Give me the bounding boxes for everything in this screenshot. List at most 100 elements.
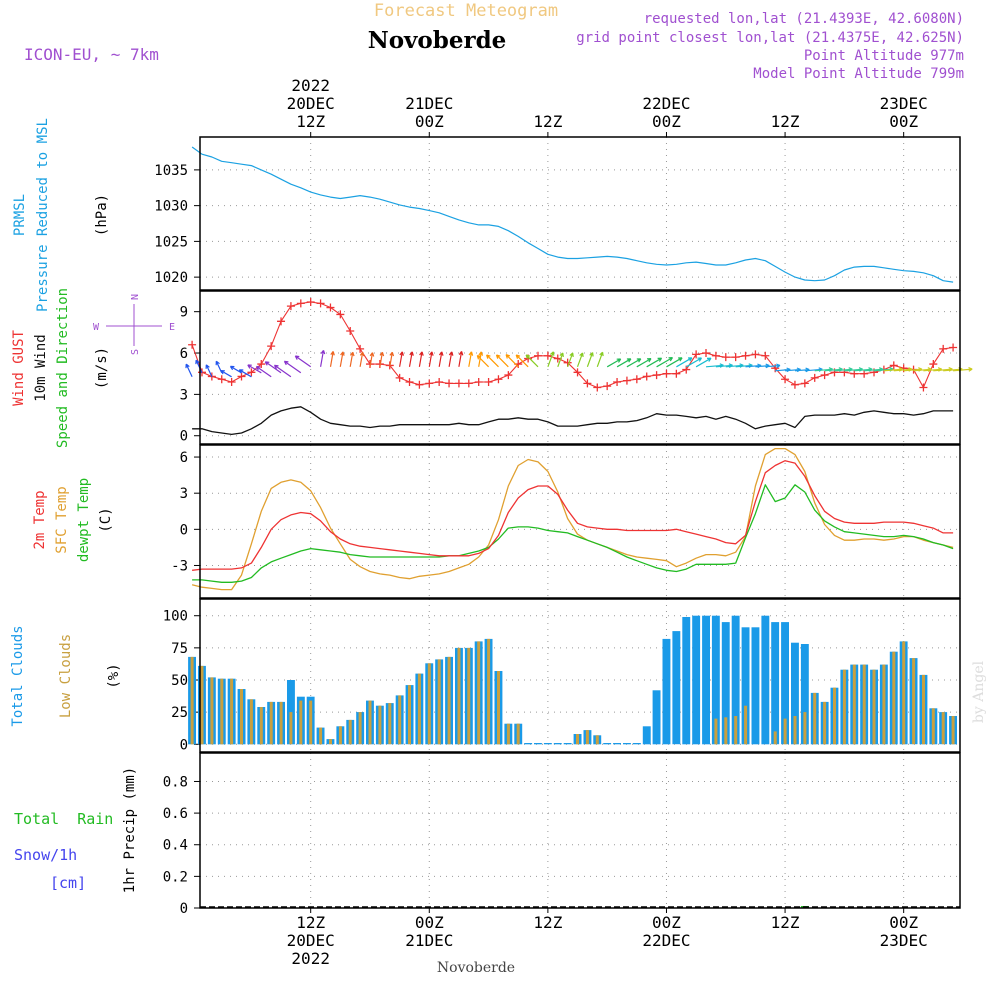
total-cloud-bar xyxy=(791,642,799,745)
low-cloud-bar xyxy=(230,678,234,745)
wind-direction-arrow xyxy=(586,352,594,368)
sfc-temp-label: SFC Temp xyxy=(54,486,70,553)
gust-marker xyxy=(247,368,256,377)
y-tick-label: 0 xyxy=(180,522,188,538)
requested-coords: requested lon,lat (21.4393E, 42.6080N) xyxy=(644,11,964,27)
bottom-axis-label: 12Z xyxy=(533,913,562,932)
low-cloud-bar xyxy=(734,716,738,745)
gust-marker xyxy=(316,299,325,308)
point-altitude: Point Altitude 977m xyxy=(804,48,964,64)
sfc-temp-line xyxy=(191,447,954,591)
y-tick-label: 0.8 xyxy=(163,774,188,790)
gust-marker xyxy=(583,379,592,388)
total-cloud-bar xyxy=(632,743,641,745)
wind-direction-arrow xyxy=(283,360,302,374)
gust-marker xyxy=(405,377,414,386)
temperature-plot: -3 0 3 6 xyxy=(171,444,961,599)
wind-unit: (m/s) xyxy=(94,347,110,389)
precip-panel: Total Rain Snow/1h [cm] 1hr Precip (mm) … xyxy=(14,752,961,917)
top-axis-label: 12Z xyxy=(296,112,325,131)
top-axis-label: 22DEC xyxy=(642,94,690,113)
gust-marker xyxy=(494,375,503,384)
compass-north: N xyxy=(130,294,141,300)
compass-west: W xyxy=(93,322,100,333)
low-cloud-bar xyxy=(249,699,253,745)
gust-marker xyxy=(425,379,434,388)
low-cloud-bar xyxy=(793,716,797,745)
y-tick-label: 0.2 xyxy=(163,869,188,885)
low-cloud-bar xyxy=(872,669,876,745)
low-cloud-bar xyxy=(922,674,925,745)
bottom-axis-label: 22DEC xyxy=(642,931,690,950)
total-cloud-bar xyxy=(524,743,533,745)
gust-marker xyxy=(395,373,404,382)
y-tick-label: 3 xyxy=(180,387,188,403)
wind-direction-arrow xyxy=(626,358,642,368)
gust-marker xyxy=(889,361,898,370)
panel-frame xyxy=(199,290,961,445)
wind-direction-arrow xyxy=(438,351,444,367)
gust-marker xyxy=(267,342,276,351)
bottom-axis-label: 00Z xyxy=(652,913,681,932)
low-cloud-bar xyxy=(447,656,451,745)
low-cloud-bar xyxy=(842,669,846,745)
low-cloud-bar xyxy=(289,712,293,745)
total-cloud-bar xyxy=(771,622,780,745)
y-tick-label: 75 xyxy=(171,641,188,657)
wind-direction-arrow xyxy=(379,351,385,367)
wind-direction-arrow xyxy=(329,351,335,367)
total-cloud-bar xyxy=(543,743,552,745)
low-cloud-bar xyxy=(348,719,352,745)
clouds-unit: (%) xyxy=(106,663,122,688)
gust-marker xyxy=(721,353,730,362)
y-tick-label: 0.6 xyxy=(163,806,188,822)
panel-frame xyxy=(199,598,961,753)
total-cloud-bar xyxy=(761,615,770,745)
snow-label: Snow/1h xyxy=(14,846,77,864)
wind-direction-arrow xyxy=(264,361,282,374)
pressure-plot: 1020 1025 1030 1035 xyxy=(154,136,961,291)
gust-marker xyxy=(504,371,513,380)
gust-marker xyxy=(672,369,681,378)
gust-marker xyxy=(939,344,948,353)
wind-direction-arrow xyxy=(547,351,555,368)
gust-series-line xyxy=(191,301,954,389)
wind-direction-arrow xyxy=(247,364,262,374)
wind-direction-arrow xyxy=(515,354,529,368)
wind-direction-arrow xyxy=(765,363,781,369)
total-cloud-bar xyxy=(781,622,789,745)
compass-south: S xyxy=(130,349,141,355)
low-cloud-bar xyxy=(200,665,204,745)
bottom-axis-label: 2022 xyxy=(291,949,330,968)
wind-direction-arrow xyxy=(349,351,355,367)
total-cloud-bar xyxy=(711,615,720,745)
total-cloud-bar xyxy=(534,743,542,745)
low-cloud-bar xyxy=(823,701,827,745)
wind-plot: 0 3 6 9 xyxy=(180,290,973,445)
low-cloud-bar xyxy=(477,641,481,745)
gust-marker xyxy=(711,351,720,360)
gust-marker xyxy=(306,298,315,307)
wind-direction-arrow xyxy=(478,351,484,367)
low-cloud-bar xyxy=(319,727,323,745)
temp-unit: (C) xyxy=(98,507,114,532)
low-cloud-bar xyxy=(892,651,896,745)
wind-direction-arrow xyxy=(389,351,395,367)
total-cloud-bar xyxy=(800,644,809,745)
low-cloud-bar xyxy=(912,658,916,745)
top-axis-label: 20DEC xyxy=(287,94,335,113)
wind-direction-arrow xyxy=(525,354,539,368)
low-cloud-bar xyxy=(259,707,263,745)
wind-direction-arrow xyxy=(294,355,312,368)
gust-marker xyxy=(850,369,859,378)
low-cloud-bar xyxy=(279,701,283,745)
gust-marker xyxy=(810,373,819,382)
y-tick-label: 25 xyxy=(171,705,188,721)
top-axis-label: 23DEC xyxy=(880,94,928,113)
wind-direction-arrow xyxy=(567,352,574,368)
compass-east: E xyxy=(169,322,175,333)
low-cloud-bar xyxy=(368,700,372,745)
low-cloud-bar xyxy=(427,663,431,745)
